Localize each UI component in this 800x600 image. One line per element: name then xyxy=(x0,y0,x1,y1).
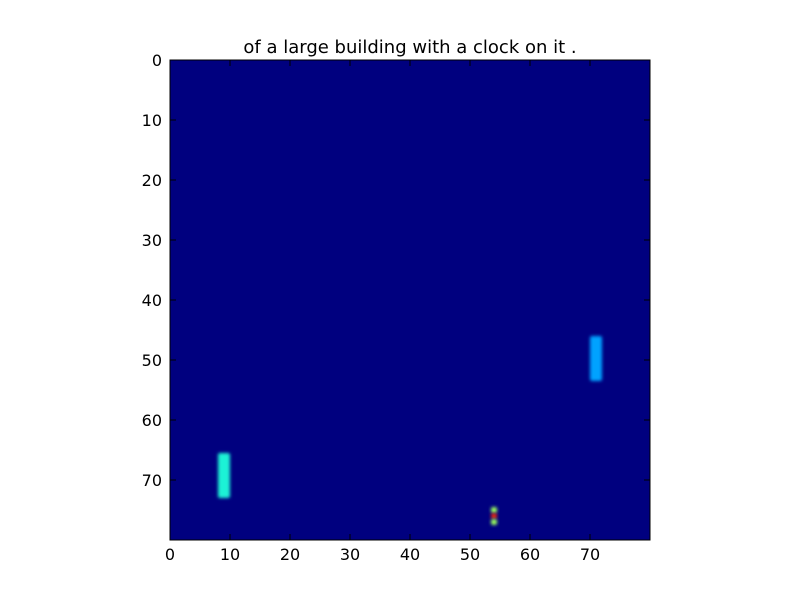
x-tick-label: 30 xyxy=(340,545,360,564)
y-tick-label: 50 xyxy=(142,351,162,370)
chart-title: of a large building with a clock on it . xyxy=(243,37,576,58)
x-axis: 0 10 20 30 40 50 60 70 xyxy=(165,60,600,564)
y-tick-label: 40 xyxy=(142,291,162,310)
x-tick-label: 40 xyxy=(400,545,420,564)
y-tick-label: 70 xyxy=(142,471,162,490)
y-tick-label: 30 xyxy=(142,231,162,250)
heatmap-highlight-right-bar xyxy=(590,336,602,381)
y-tick-label: 20 xyxy=(142,171,162,190)
y-tick-label: 10 xyxy=(142,111,162,130)
x-tick-label: 20 xyxy=(280,545,300,564)
x-tick-label: 60 xyxy=(520,545,540,564)
y-tick-label: 0 xyxy=(152,51,162,70)
x-tick-label: 0 xyxy=(165,545,175,564)
heatmap-highlights xyxy=(218,336,602,525)
y-axis: 0 10 20 30 40 50 60 70 xyxy=(142,51,650,490)
x-tick-label: 50 xyxy=(460,545,480,564)
heatmap-highlight-bottom-spot-2 xyxy=(491,513,497,519)
y-tick-label: 60 xyxy=(142,411,162,430)
heatmap-highlight-bottom-spot-3 xyxy=(491,519,497,525)
heatmap-highlight-bottom-spot-1 xyxy=(491,507,497,513)
heatmap-highlight-left-bar xyxy=(218,453,230,498)
x-tick-label: 70 xyxy=(580,545,600,564)
heatmap-background xyxy=(170,60,650,540)
x-tick-label: 10 xyxy=(220,545,240,564)
